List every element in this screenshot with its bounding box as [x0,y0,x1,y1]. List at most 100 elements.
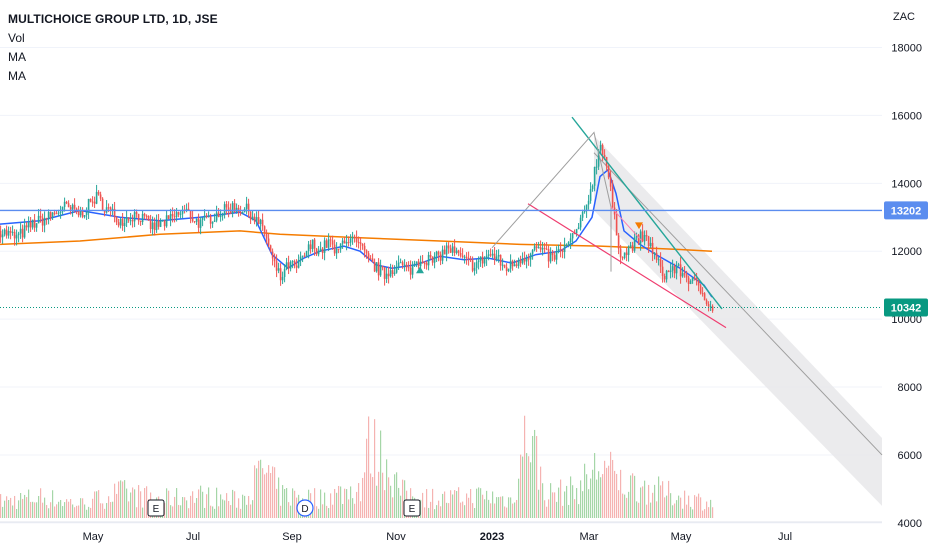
candle-body [285,262,288,269]
volume-bar [422,492,424,518]
volume-bar [678,495,680,518]
volume-bar [252,500,254,518]
candle-body [31,219,34,228]
volume-bar [492,491,494,518]
volume-bar [348,499,350,518]
volume-bar [164,503,166,518]
volume-bar [690,506,692,518]
volume-bar [110,502,112,518]
volume-bar [434,509,436,518]
volume-bar [586,474,588,518]
time-tick-label: May [671,531,692,543]
price-axis[interactable]: 18000 16000 14000 12000 10000 8000 6000 4000 132… [884,43,928,530]
volume-bar [692,509,694,518]
volume-bar [290,505,292,518]
volume-bar [292,488,294,518]
volume-bar [694,495,696,518]
candle-body [135,212,138,214]
candle-body [651,242,654,254]
candle-body [5,229,8,236]
candle-body [413,263,416,265]
candle-body [61,206,64,212]
candle-body [289,261,292,269]
candle-body [529,253,532,260]
price-tick-label: 16000 [891,110,922,122]
volume-bar [100,503,102,518]
candle-body [73,204,76,209]
volume-bar [78,505,80,518]
price-tick-label: 10000 [891,314,922,326]
candle-body [115,217,118,223]
volume-bar [70,499,72,518]
volume-bar [282,485,284,518]
time-tick-label: Sep [282,531,302,543]
volume-bar [630,475,632,518]
candle-body [573,233,576,235]
candle-body [175,212,178,217]
volume-bar [642,486,644,518]
volume-bar [116,493,118,518]
volume-bar [288,502,290,518]
volume-bar [274,467,276,518]
volume-bar [394,474,396,518]
volume-bar [500,496,502,518]
volume-bar [402,479,404,518]
candle-body [521,258,524,264]
candle-body [25,225,28,228]
time-tick-label: Jul [778,531,792,543]
candle-body [637,235,640,244]
candle-body [569,238,572,243]
candle-body [273,258,276,262]
candle-body [485,255,488,259]
volume-bar [558,487,560,518]
volume-bar [10,497,12,518]
candle-body [209,216,212,224]
candle-body [423,262,426,264]
time-axis[interactable]: May Jul Sep Nov 2023 Mar May Jul [83,531,792,543]
candle-body [611,186,614,208]
candle-body [141,213,144,223]
volume-bar [346,489,348,518]
candle-body [421,261,424,263]
symbol-title[interactable]: MULTICHOICE GROUP LTD, 1D, JSE [8,12,218,26]
candle-body [561,250,564,253]
volume-bar [646,504,648,518]
candle-body [85,211,88,216]
candle-body [523,258,526,262]
candle-body [535,246,538,248]
legend-ma-2[interactable]: MA [8,69,26,83]
candle-body [359,242,362,244]
candle-body [299,256,302,261]
candle-body [415,261,418,264]
volume-bar [222,499,224,518]
volume-bar [280,505,282,518]
candle-body [395,266,398,273]
candle-body [177,212,180,215]
candle-body [697,280,700,286]
candle-body [647,236,650,247]
price-tick-label: 6000 [898,450,922,462]
candle-body [35,223,38,228]
volume-bar [462,501,464,518]
candle-body [275,261,278,271]
candle-body [695,278,698,281]
candle-body [527,258,530,260]
volume-bar [700,497,702,518]
candle-body [599,144,602,151]
candle-body [399,262,402,264]
legend-volume[interactable]: Vol [8,31,25,45]
volume-bar [140,491,142,518]
candle-body [427,254,430,266]
volume-bar [132,487,134,518]
volume-bar [336,492,338,518]
volume-bar [130,492,132,518]
price-tick-label: 8000 [898,382,922,394]
candle-body [495,256,498,260]
candle-body [249,211,252,220]
candle-body [225,204,228,208]
candle-body [453,246,456,253]
volume-bar [216,487,218,518]
legend-ma-1[interactable]: MA [8,50,26,64]
candle-body [259,219,262,225]
